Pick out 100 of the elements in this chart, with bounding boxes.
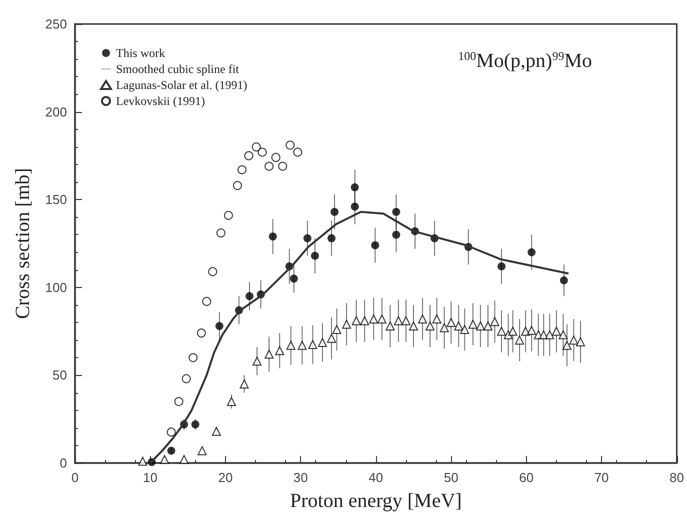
- point: [238, 165, 246, 174]
- point: [271, 152, 280, 162]
- point: [258, 148, 267, 157]
- point: [167, 446, 176, 455]
- x-axis-title: Proton energy [MeV]: [290, 490, 462, 512]
- point: [569, 336, 578, 345]
- point: [166, 428, 176, 437]
- point: [308, 340, 318, 349]
- point: [560, 276, 568, 284]
- point: [138, 456, 148, 466]
- point: [303, 234, 312, 242]
- point: [244, 151, 254, 160]
- point: [332, 325, 342, 334]
- point: [552, 326, 561, 336]
- y-tick-label: 200: [45, 104, 67, 120]
- point: [275, 346, 284, 356]
- point: [174, 397, 184, 406]
- point: [350, 202, 359, 211]
- point: [293, 148, 302, 157]
- x-tick-label: 60: [519, 470, 534, 485]
- y-tick-label: 250: [45, 16, 67, 32]
- x-tick-label: 20: [218, 470, 233, 485]
- point: [196, 328, 206, 338]
- point: [212, 426, 221, 436]
- point: [160, 454, 170, 464]
- point: [576, 337, 585, 346]
- point: [515, 336, 524, 345]
- y-axis-title: Cross section [mb]: [12, 168, 34, 320]
- point: [188, 353, 198, 362]
- point: [286, 340, 296, 350]
- point: [432, 314, 442, 324]
- point: [446, 318, 456, 328]
- point: [460, 325, 470, 334]
- point: [216, 228, 226, 238]
- point: [545, 330, 554, 340]
- point: [286, 140, 295, 150]
- point: [191, 420, 200, 428]
- point: [215, 322, 224, 330]
- point: [528, 248, 536, 256]
- point: [318, 338, 327, 348]
- point: [508, 326, 518, 336]
- point: [392, 230, 400, 239]
- y-tick-label: 0: [60, 456, 67, 470]
- point: [268, 232, 277, 240]
- x-tick-label: 40: [368, 470, 384, 485]
- point: [468, 320, 478, 329]
- point: [342, 320, 352, 329]
- point: [521, 326, 530, 336]
- point: [310, 252, 319, 260]
- point: [371, 241, 380, 250]
- point: [232, 181, 242, 190]
- legend-label: Levkovskii (1991): [116, 94, 205, 108]
- point: [328, 234, 336, 242]
- point: [208, 267, 218, 276]
- point: [264, 162, 274, 171]
- point: [558, 330, 568, 340]
- point: [562, 340, 572, 350]
- point: [386, 322, 395, 331]
- point: [180, 454, 189, 464]
- point: [392, 208, 400, 216]
- point: [330, 208, 339, 216]
- point: [498, 262, 506, 270]
- point: [252, 356, 262, 366]
- point: [252, 142, 261, 152]
- point: [483, 322, 492, 331]
- legend-label: Smoothed cubic spline fit: [116, 62, 240, 76]
- point: [224, 210, 233, 220]
- x-tick-label: 10: [142, 470, 158, 485]
- point: [497, 326, 506, 336]
- point: [226, 397, 236, 406]
- point: [401, 316, 410, 326]
- point: [264, 350, 274, 359]
- point: [408, 322, 418, 331]
- point: [246, 292, 254, 300]
- point: [240, 379, 249, 388]
- x-tick-label: 80: [670, 470, 684, 485]
- point: [352, 316, 361, 326]
- legend-label: Lagunas-Solar et al. (1991): [116, 78, 248, 92]
- point: [290, 274, 298, 283]
- point: [198, 446, 207, 456]
- point: [182, 374, 191, 384]
- point: [394, 316, 403, 326]
- point: [426, 322, 435, 331]
- x-tick-label: 30: [293, 470, 308, 485]
- x-tick-label: 70: [594, 470, 609, 485]
- x-tick-label: 50: [444, 470, 458, 485]
- point: [350, 183, 359, 192]
- y-tick-label: 50: [52, 368, 67, 383]
- y-tick-label: 100: [45, 280, 67, 295]
- point: [440, 323, 449, 332]
- point: [454, 322, 464, 331]
- legend-label: This work: [116, 46, 165, 60]
- point: [527, 326, 536, 335]
- point: [476, 322, 485, 331]
- point: [327, 334, 336, 343]
- point: [360, 316, 370, 326]
- point: [202, 296, 212, 306]
- point: [418, 314, 428, 324]
- y-tick-label: 150: [45, 192, 67, 208]
- point: [298, 340, 307, 350]
